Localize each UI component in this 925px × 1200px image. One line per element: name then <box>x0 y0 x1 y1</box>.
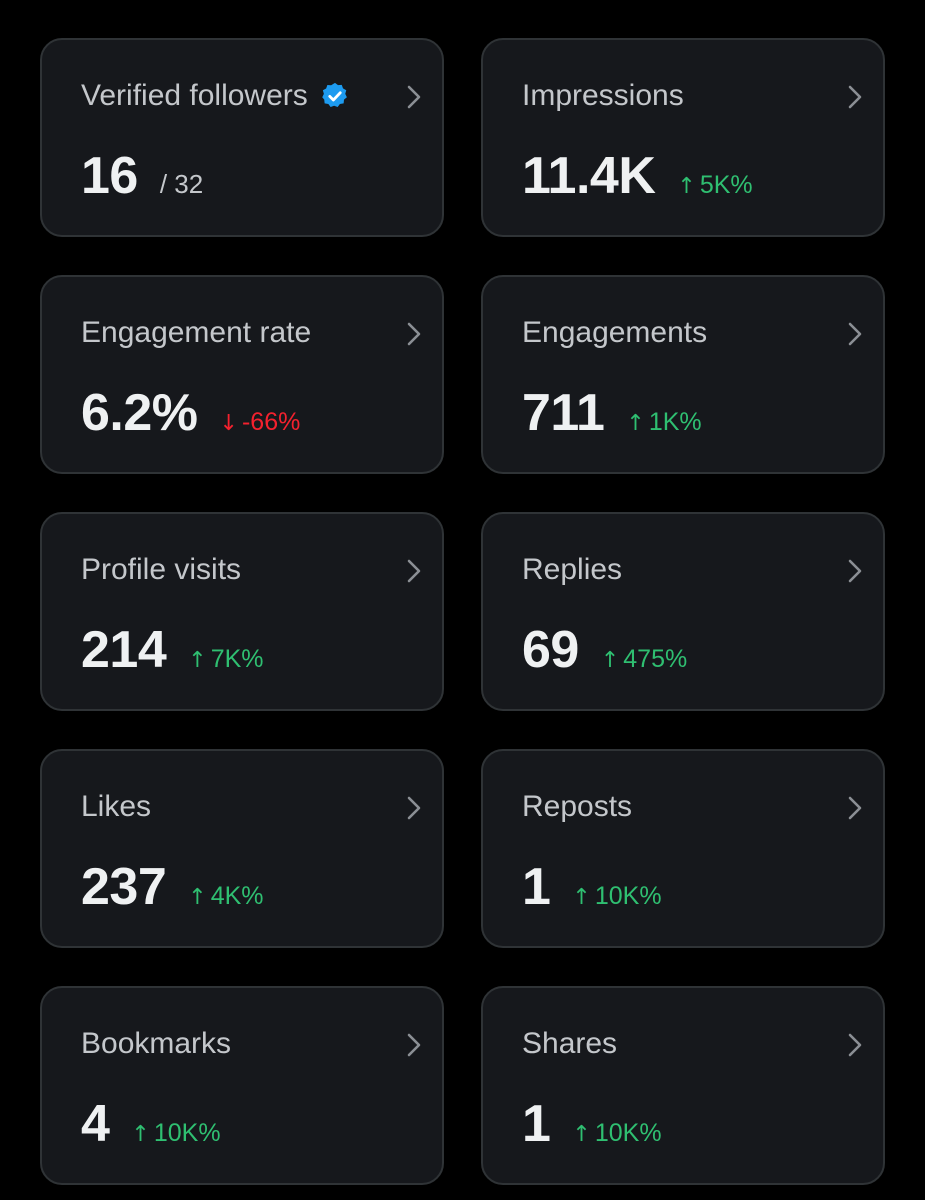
verified-badge-icon <box>320 81 350 111</box>
arrow-up-icon: ↑ <box>188 648 207 673</box>
card-label: Engagement rate <box>81 316 312 349</box>
change-value: 1K% <box>648 408 702 436</box>
chevron-right-icon <box>407 85 421 109</box>
card-header: Engagement rate <box>81 315 311 351</box>
shares-card[interactable]: Shares 1 ↑ 10K% <box>481 986 885 1185</box>
value-row: 1 ↑ 10K% <box>522 857 662 917</box>
chevron-right-icon <box>407 559 421 583</box>
value-row: 237 ↑ 4K% <box>81 857 264 917</box>
replies-card[interactable]: Replies 69 ↑ 475% <box>481 512 885 711</box>
change-value: 10K% <box>153 1119 221 1147</box>
metric-change: ↑ 10K% <box>572 1118 661 1150</box>
verified-followers-card[interactable]: Verified followers 16 / 32 <box>40 38 444 237</box>
arrow-up-icon: ↑ <box>600 648 620 673</box>
value-row: 69 ↑ 475% <box>522 620 687 680</box>
card-header: Verified followers <box>81 78 350 114</box>
chevron-right-icon <box>848 85 862 109</box>
metric-value: 237 <box>81 858 167 916</box>
metric-change: ↑ 4K% <box>188 881 263 913</box>
card-header: Replies <box>522 552 622 588</box>
card-header: Shares <box>522 1026 617 1062</box>
metric-change: ↑ 10K% <box>572 881 661 913</box>
value-row: 4 ↑ 10K% <box>81 1094 221 1154</box>
change-value: 10K% <box>594 882 662 910</box>
metric-change: ↑ 475% <box>601 644 687 676</box>
card-label: Verified followers <box>81 79 308 112</box>
metric-value: 11.4K <box>522 147 656 205</box>
arrow-up-icon: ↑ <box>572 885 591 910</box>
arrow-up-icon: ↑ <box>677 174 696 199</box>
metric-total: / 32 <box>159 169 204 199</box>
card-header: Bookmarks <box>81 1026 231 1062</box>
card-label: Likes <box>81 790 152 823</box>
arrow-down-icon: ↓ <box>219 411 238 436</box>
arrow-up-icon: ↑ <box>131 1122 150 1147</box>
card-header: Profile visits <box>81 552 241 588</box>
card-header: Impressions <box>522 78 684 114</box>
change-value: -66% <box>241 408 301 436</box>
metric-value: 6.2% <box>81 384 198 442</box>
metric-value: 1 <box>522 1095 551 1153</box>
metric-change: ↑ 10K% <box>131 1118 220 1150</box>
card-header: Reposts <box>522 789 632 825</box>
chevron-right-icon <box>848 796 862 820</box>
engagements-card[interactable]: Engagements 711 ↑ 1K% <box>481 275 885 474</box>
metric-change: ↑ 5K% <box>677 170 752 202</box>
profile-visits-card[interactable]: Profile visits 214 ↑ 7K% <box>40 512 444 711</box>
arrow-up-icon: ↑ <box>188 885 207 910</box>
chevron-right-icon <box>848 1033 862 1057</box>
value-row: 711 ↑ 1K% <box>522 383 702 443</box>
metric-change: ↑ 7K% <box>188 644 263 676</box>
change-value: 475% <box>623 645 688 673</box>
change-value: 4K% <box>210 882 264 910</box>
arrow-up-icon: ↑ <box>572 1122 591 1147</box>
change-value: 5K% <box>699 171 753 199</box>
value-row: 1 ↑ 10K% <box>522 1094 662 1154</box>
metric-change: ↑ 1K% <box>626 407 701 439</box>
card-label: Engagements <box>522 316 708 349</box>
metric-value: 4 <box>81 1095 110 1153</box>
card-header: Engagements <box>522 315 707 351</box>
metric-value: 711 <box>522 384 605 442</box>
metric-value: 214 <box>81 621 167 679</box>
metric-value: 1 <box>522 858 551 916</box>
card-label: Bookmarks <box>81 1027 232 1060</box>
value-row: 214 ↑ 7K% <box>81 620 264 680</box>
metric-value: 16 <box>81 147 138 205</box>
bookmarks-card[interactable]: Bookmarks 4 ↑ 10K% <box>40 986 444 1185</box>
card-label: Replies <box>522 553 623 586</box>
value-row: 16 / 32 <box>81 146 203 206</box>
card-label: Reposts <box>522 790 633 823</box>
metric-value: 69 <box>522 621 579 679</box>
chevron-right-icon <box>407 1033 421 1057</box>
value-row: 11.4K ↑ 5K% <box>522 146 753 206</box>
card-header: Likes <box>81 789 151 825</box>
impressions-card[interactable]: Impressions 11.4K ↑ 5K% <box>481 38 885 237</box>
card-label: Impressions <box>522 79 684 112</box>
chevron-right-icon <box>848 322 862 346</box>
change-value: 7K% <box>210 645 264 673</box>
metric-change: ↓ -66% <box>220 407 301 439</box>
card-label: Profile visits <box>81 553 242 586</box>
chevron-right-icon <box>407 322 421 346</box>
arrow-up-icon: ↑ <box>626 411 645 436</box>
reposts-card[interactable]: Reposts 1 ↑ 10K% <box>481 749 885 948</box>
engagement-rate-card[interactable]: Engagement rate 6.2% ↓ -66% <box>40 275 444 474</box>
chevron-right-icon <box>407 796 421 820</box>
likes-card[interactable]: Likes 237 ↑ 4K% <box>40 749 444 948</box>
value-row: 6.2% ↓ -66% <box>81 383 300 443</box>
card-label: Shares <box>522 1027 618 1060</box>
change-value: 10K% <box>594 1119 662 1147</box>
analytics-cards-grid: Verified followers 16 / 32 Impressions 1… <box>40 38 885 1185</box>
chevron-right-icon <box>848 559 862 583</box>
